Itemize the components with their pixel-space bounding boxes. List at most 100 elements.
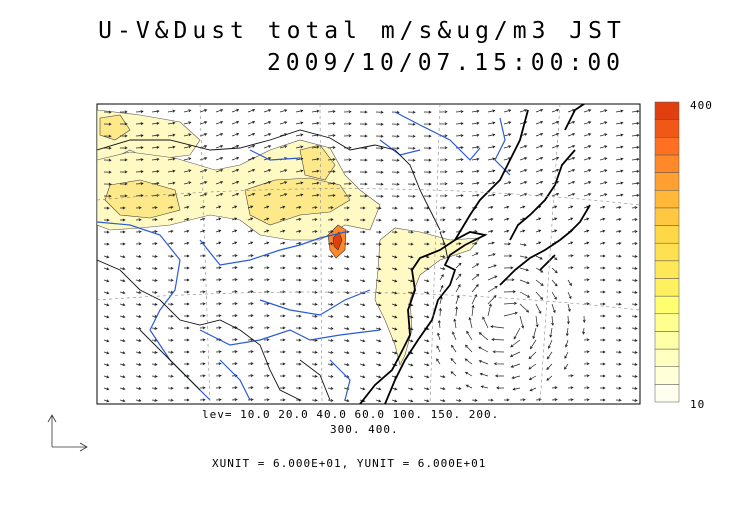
wind-arrow [567,303,571,313]
wind-arrow [439,182,448,186]
wind-arrow [263,121,272,125]
wind-arrow [480,385,489,389]
wind-arrow [247,241,254,245]
wind-arrow [119,158,128,162]
wind-arrow [135,387,142,391]
wind-arrow [231,144,240,149]
wind-arrow [494,374,505,378]
wind-arrow [151,254,158,258]
wind-arrow [151,109,160,113]
wind-arrow [263,314,270,318]
wind-arrow [247,278,254,282]
wind-arrow [231,217,238,221]
wind-arrow [151,350,158,354]
wind-arrow [583,241,590,245]
wind-arrow [119,170,128,174]
wind-arrow [519,243,527,247]
wind-arrow [535,120,544,125]
wind-arrow [391,194,400,198]
wind-arrow [247,362,254,366]
coastlines [359,104,591,404]
wind-arrow [599,121,608,125]
wind-arrow [455,242,462,246]
wind-arrow [583,254,590,258]
wind-arrow [151,290,158,294]
wind-arrow [327,218,334,222]
wind-arrow [599,145,608,149]
vector-unit-label: XUNIT = 6.000E+01, YUNIT = 6.000E+01 [212,457,487,470]
wind-arrow [167,314,174,318]
wind-arrow [247,254,254,258]
wind-arrow [551,132,560,137]
wind-arrow [423,387,430,391]
wind-arrow [151,157,160,161]
wind-arrow [231,229,238,233]
wind-arrow [532,327,537,340]
wind-arrow [151,242,158,246]
wind-arrow [360,218,366,222]
wind-arrow [567,241,574,245]
colorbar-swatch [654,101,680,120]
wind-arrow [311,386,318,390]
wind-arrow [103,122,112,126]
wind-arrow [455,255,462,258]
wind-arrow [583,157,592,161]
wind-arrow [151,398,158,402]
wind-arrow [343,146,352,150]
wind-arrow [535,291,544,300]
wind-arrow [599,157,608,161]
wind-arrow [119,146,128,150]
wind-arrow [423,279,430,283]
wind-arrow [343,351,350,355]
wind-arrow [528,363,537,370]
wind-arrow [439,110,448,114]
wind-arrow [391,339,398,343]
wind-arrow [455,387,462,390]
wind-arrow [151,218,158,222]
wind-arrow [615,241,622,245]
wind-arrow [471,193,480,197]
wind-arrow [231,266,238,270]
wind-arrow [135,146,144,150]
wind-arrow [600,398,606,402]
wind-arrow [567,192,576,197]
wind-arrow [519,145,528,149]
contour-levels-line2: 300. 400. [330,423,399,436]
wind-arrow [615,362,622,366]
wind-arrow [423,110,432,114]
wind-arrow [631,266,638,270]
wind-arrow [479,372,489,377]
wind-arrow [471,109,480,113]
wind-arrow [549,327,553,338]
wind-arrow [184,386,190,390]
wind-arrow [567,279,572,287]
wind-arrow [631,109,640,113]
wind-arrow [423,146,432,150]
rivers [97,111,511,401]
wind-arrow [487,264,497,269]
wind-arrow [327,206,334,210]
wind-arrow [247,144,256,149]
wind-arrow [135,122,144,126]
wind-arrow [327,121,336,125]
wind-arrow [151,169,160,173]
wind-arrow [407,134,416,138]
wind-arrow [199,290,206,294]
wind-arrow [391,242,398,246]
wind-arrow [600,350,606,354]
wind-arrow [436,345,441,353]
wind-arrow [135,351,142,355]
reference-wind-vector [47,414,88,452]
wind-arrow [503,133,512,137]
wind-arrow [375,182,384,186]
wind-arrow [599,169,608,173]
wind-arrow [103,399,110,403]
wind-arrow [407,339,414,343]
wind-arrow [167,398,174,402]
wind-arrow [263,374,270,378]
wind-arrow [119,351,126,355]
wind-arrow [295,326,302,330]
wind-arrow [215,350,222,354]
wind-arrow [423,122,432,126]
wind-arrow [119,387,126,391]
